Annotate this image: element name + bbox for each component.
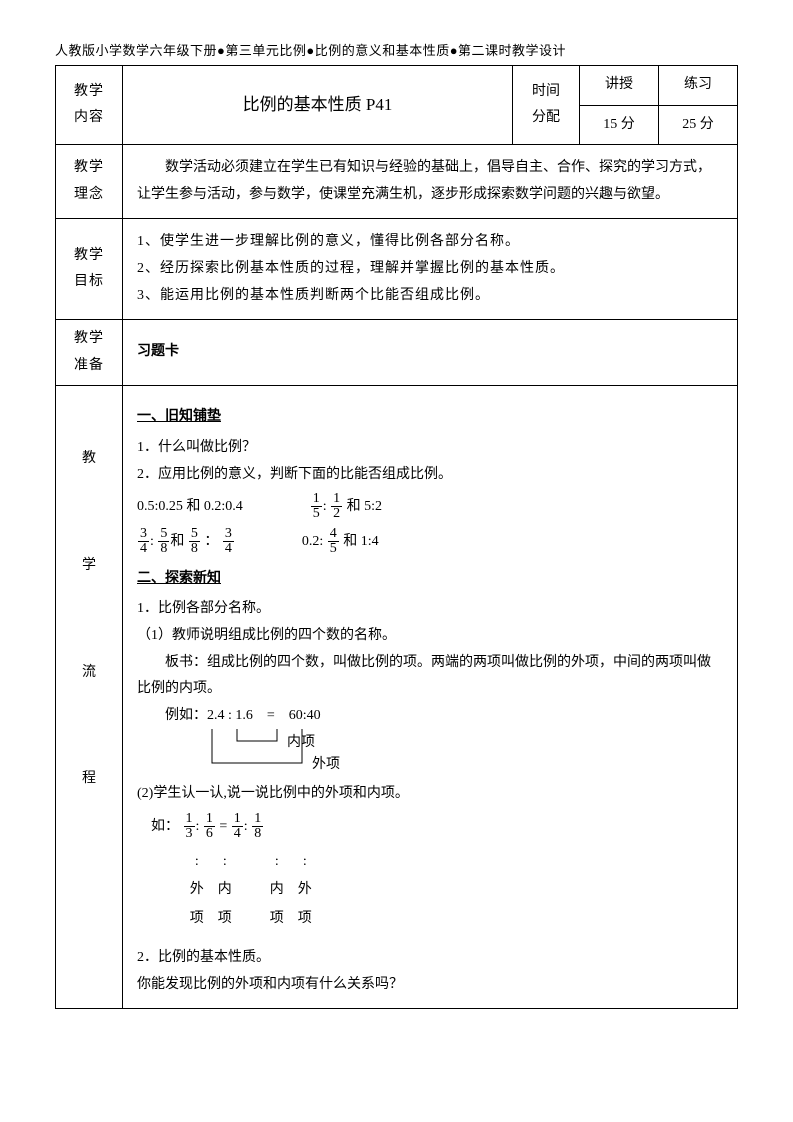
term-labels: : : : : 外 内 内 外 项 项 xyxy=(182,847,320,935)
example-row2: 34: 58和 58 ： 34 0.2: 45 和 1:4 xyxy=(137,527,723,558)
q2: 2．应用比例的意义，判断下面的比能否组成比例。 xyxy=(137,462,723,489)
label-time: 时间分配 xyxy=(513,66,580,145)
lecture-value: 15 分 xyxy=(580,105,659,145)
p1-4: (2)学生认一认,说一说比例中的外项和内项。 xyxy=(137,781,723,808)
example-row1: 0.5:0.25 和 0.2:0.4 15: 12 和 5:2 xyxy=(137,492,723,523)
section2-heading: 二、探索新知 xyxy=(137,566,723,593)
p2-q: 你能发现比例的外项和内项有什么关系吗？ xyxy=(137,972,723,999)
practice-header: 练习 xyxy=(659,66,738,106)
doc-header: 人教版小学数学六年级下册●第三单元比例●比例的意义和基本性质●第二课时教学设计 xyxy=(55,40,738,59)
p1-2: 板书：组成比例的四个数，叫做比例的项。两端的两项叫做比例的外项，中间的两项叫做比… xyxy=(137,650,723,703)
p2: 2．比例的基本性质。 xyxy=(137,945,723,972)
bracket-diagram: 内项 外项 xyxy=(207,729,723,781)
practice-value: 25 分 xyxy=(659,105,738,145)
label-prep: 教学准备 xyxy=(56,320,123,386)
process-content: 一、旧知铺垫 1．什么叫做比例？ 2．应用比例的意义，判断下面的比能否组成比例。… xyxy=(123,386,738,1009)
section1-heading: 一、旧知铺垫 xyxy=(137,404,723,431)
bracket-svg: 内项 外项 xyxy=(207,729,387,781)
label-process: 教 学 流 程 xyxy=(56,386,123,1009)
p1-3: 例如：2.4 : 1.6 = 60:40 xyxy=(165,703,723,730)
goal-text: 1、使学生进一步理解比例的意义，懂得比例各部分名称。 2、经历探索比例基本性质的… xyxy=(123,219,738,320)
p1-1: （1）教师说明组成比例的四个数的名称。 xyxy=(137,623,723,650)
lecture-header: 讲授 xyxy=(580,66,659,106)
label-idea: 教学理念 xyxy=(56,145,123,219)
label-goal: 教学目标 xyxy=(56,219,123,320)
idea-text: 数学活动必须建立在学生已有知识与经验的基础上，倡导自主、合作、探究的学习方式，让… xyxy=(123,145,738,219)
prep-text: 习题卡 xyxy=(123,320,738,386)
q1: 1．什么叫做比例？ xyxy=(137,435,723,462)
p1: 1．比例各部分名称。 xyxy=(137,596,723,623)
example-fracs: 如： 13: 16 = 14: 18 xyxy=(151,812,723,843)
lesson-plan-table: 教学内容 比例的基本性质 P41 时间分配 讲授 练习 15 分 25 分 教学… xyxy=(55,65,738,1009)
lesson-title: 比例的基本性质 P41 xyxy=(123,66,513,145)
svg-text:内项: 内项 xyxy=(287,734,315,750)
svg-text:外项: 外项 xyxy=(312,756,340,772)
label-content: 教学内容 xyxy=(56,66,123,145)
